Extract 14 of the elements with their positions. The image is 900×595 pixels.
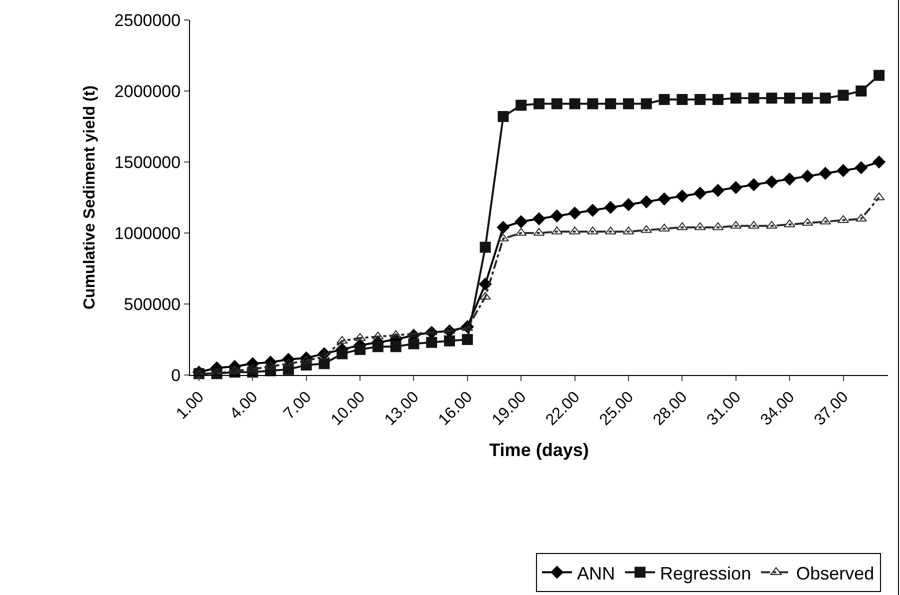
legend-label: Observed <box>796 563 874 584</box>
y-tick-label: 1000000 <box>114 224 181 243</box>
y-tick-label: 0 <box>171 366 181 385</box>
y-tick-label: 500000 <box>124 294 181 314</box>
y-tick-label: 2500000 <box>114 10 181 30</box>
y-axis-title: Cumulative Sediment yield (t) <box>81 85 98 310</box>
y-tick-label: 2000000 <box>114 82 181 101</box>
y-tick-label: 1500000 <box>114 152 181 172</box>
x-tick-label: 7.00 <box>280 388 315 423</box>
legend-label: ANN <box>577 563 616 584</box>
x-tick-label: 4.00 <box>227 388 262 423</box>
legend-label: Regression <box>660 563 752 584</box>
x-axis-title: Time (days) <box>489 440 589 460</box>
x-tick-label: 1.00 <box>173 388 208 423</box>
